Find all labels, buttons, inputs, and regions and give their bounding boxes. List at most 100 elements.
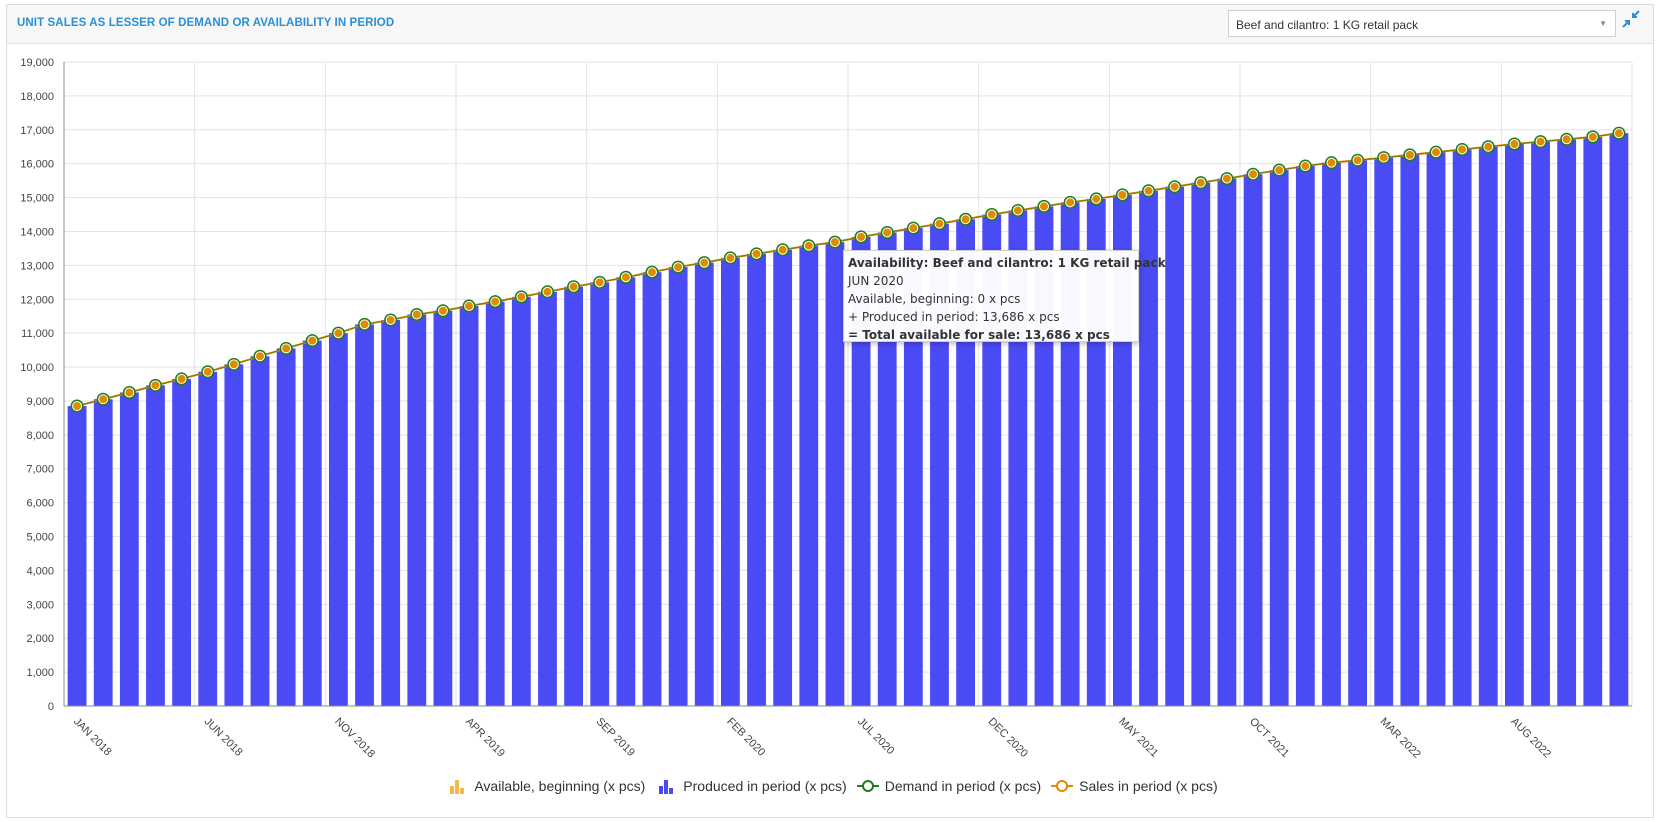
point-sales xyxy=(725,252,736,263)
y-tick-label: 3,000 xyxy=(26,599,54,611)
bar-produced xyxy=(1400,154,1420,706)
bar-produced xyxy=(1322,162,1341,707)
point-sales xyxy=(255,351,265,362)
x-tick-label: JUL 2020 xyxy=(855,716,896,757)
point-sales xyxy=(333,328,344,339)
point-sales xyxy=(411,309,422,320)
legend-label: Demand in period (x pcs) xyxy=(884,778,1042,794)
bar-produced xyxy=(381,319,401,706)
bar-produced xyxy=(668,267,688,706)
x-tick-label: FEB 2020 xyxy=(724,716,767,759)
bar-produced xyxy=(172,378,192,706)
x-tick-label: SEP 2019 xyxy=(594,716,637,759)
x-tick-label: APR 2019 xyxy=(463,716,507,760)
availability-tooltip: Availability: Beef and cilantro: 1 KG re… xyxy=(843,250,1166,342)
legend-label: Produced in period (x pcs) xyxy=(683,778,847,794)
x-tick-label: MAY 2021 xyxy=(1116,716,1160,760)
point-sales xyxy=(803,240,814,251)
tooltip-produced: + Produced in period: 13,686 x pcs xyxy=(848,310,1060,324)
point-sales xyxy=(1117,189,1128,200)
bar-produced xyxy=(224,364,244,706)
bar-produced xyxy=(642,272,662,706)
y-tick-label: 0 xyxy=(48,701,54,713)
bar-produced xyxy=(564,286,584,706)
bar-produced xyxy=(198,371,218,706)
tooltip-period: JUN 2020 xyxy=(848,274,904,288)
bar-produced xyxy=(276,348,296,706)
point-sales xyxy=(1352,155,1363,166)
bar-produced xyxy=(1478,146,1498,707)
legend-item-sales[interactable]: Sales in period (x pcs) xyxy=(1051,778,1218,794)
x-tick-label: MAR 2022 xyxy=(1378,716,1423,761)
point-sales xyxy=(620,272,631,283)
point-sales xyxy=(1012,205,1023,216)
bar-produced xyxy=(1609,133,1629,706)
y-tick-label: 15,000 xyxy=(20,193,54,205)
x-tick-label: OCT 2021 xyxy=(1247,716,1291,760)
point-sales xyxy=(228,359,239,370)
y-tick-label: 4,000 xyxy=(26,565,54,577)
point-sales xyxy=(98,394,109,405)
bar-chart-icon xyxy=(659,780,674,794)
lines xyxy=(70,126,1626,413)
point-sales xyxy=(1091,193,1102,204)
bar-produced xyxy=(538,291,557,706)
bar-produced xyxy=(877,232,897,706)
point-sales xyxy=(594,277,605,288)
point-sales xyxy=(1195,177,1206,188)
point-sales xyxy=(437,305,448,316)
point-sales xyxy=(307,335,318,346)
y-tick-label: 8,000 xyxy=(26,430,54,442)
bar-produced xyxy=(1348,160,1368,706)
point-sales xyxy=(1378,152,1389,163)
y-tick-label: 16,000 xyxy=(20,159,54,171)
bar-produced xyxy=(799,245,819,706)
bar-produced xyxy=(616,277,636,706)
legend-item-demand[interactable]: Demand in period (x pcs) xyxy=(856,778,1042,794)
bar-produced xyxy=(328,333,348,706)
point-sales xyxy=(1587,131,1598,142)
point-sales xyxy=(1457,144,1468,155)
point-sales xyxy=(1039,201,1049,212)
product-select[interactable]: Beef and cilantro: 1 KG retail pack ▼ xyxy=(1228,10,1616,37)
bar-produced xyxy=(903,228,923,706)
point-sales xyxy=(281,343,292,354)
point-sales xyxy=(882,227,893,238)
bar-produced xyxy=(590,282,610,706)
bar-produced xyxy=(67,406,87,706)
bar-chart-icon xyxy=(450,780,465,794)
bar-produced xyxy=(119,392,139,706)
point-sales xyxy=(1483,141,1494,152)
point-sales xyxy=(699,257,710,268)
point-sales xyxy=(1143,185,1154,196)
point-sales xyxy=(176,373,187,384)
legend-label: Sales in period (x pcs) xyxy=(1079,778,1218,794)
bar-produced xyxy=(1295,166,1315,707)
bar-produced xyxy=(93,399,113,706)
bar-produced xyxy=(1452,149,1472,706)
bar-produced xyxy=(146,385,165,706)
point-sales xyxy=(1169,181,1180,192)
point-sales xyxy=(385,314,396,325)
bar-produced xyxy=(1191,182,1211,706)
point-sales xyxy=(829,237,840,248)
y-tick-label: 6,000 xyxy=(26,498,54,510)
legend-item-produced[interactable]: Produced in period (x pcs) xyxy=(655,778,847,794)
point-sales xyxy=(1248,169,1259,180)
point-sales xyxy=(986,209,997,220)
tooltip-title: Availability: Beef and cilantro: 1 KG re… xyxy=(848,256,1166,270)
point-sales xyxy=(1404,149,1415,160)
bar-produced xyxy=(511,296,531,706)
bar-produced xyxy=(747,253,766,706)
bar-produced xyxy=(355,324,374,706)
x-tick-label: AUG 2022 xyxy=(1508,716,1553,761)
bar-produced xyxy=(1243,174,1263,706)
tooltip-available-beginning: Available, beginning: 0 x pcs xyxy=(848,292,1021,306)
panel-header: UNIT SALES AS LESSER OF DEMAND OR AVAILA… xyxy=(7,5,1653,44)
y-tick-label: 9,000 xyxy=(26,396,54,408)
point-sales xyxy=(908,223,919,234)
collapse-arrows-icon[interactable] xyxy=(1621,9,1641,29)
legend-item-available[interactable]: Available, beginning (x pcs) xyxy=(446,778,645,794)
point-sales xyxy=(647,267,657,278)
